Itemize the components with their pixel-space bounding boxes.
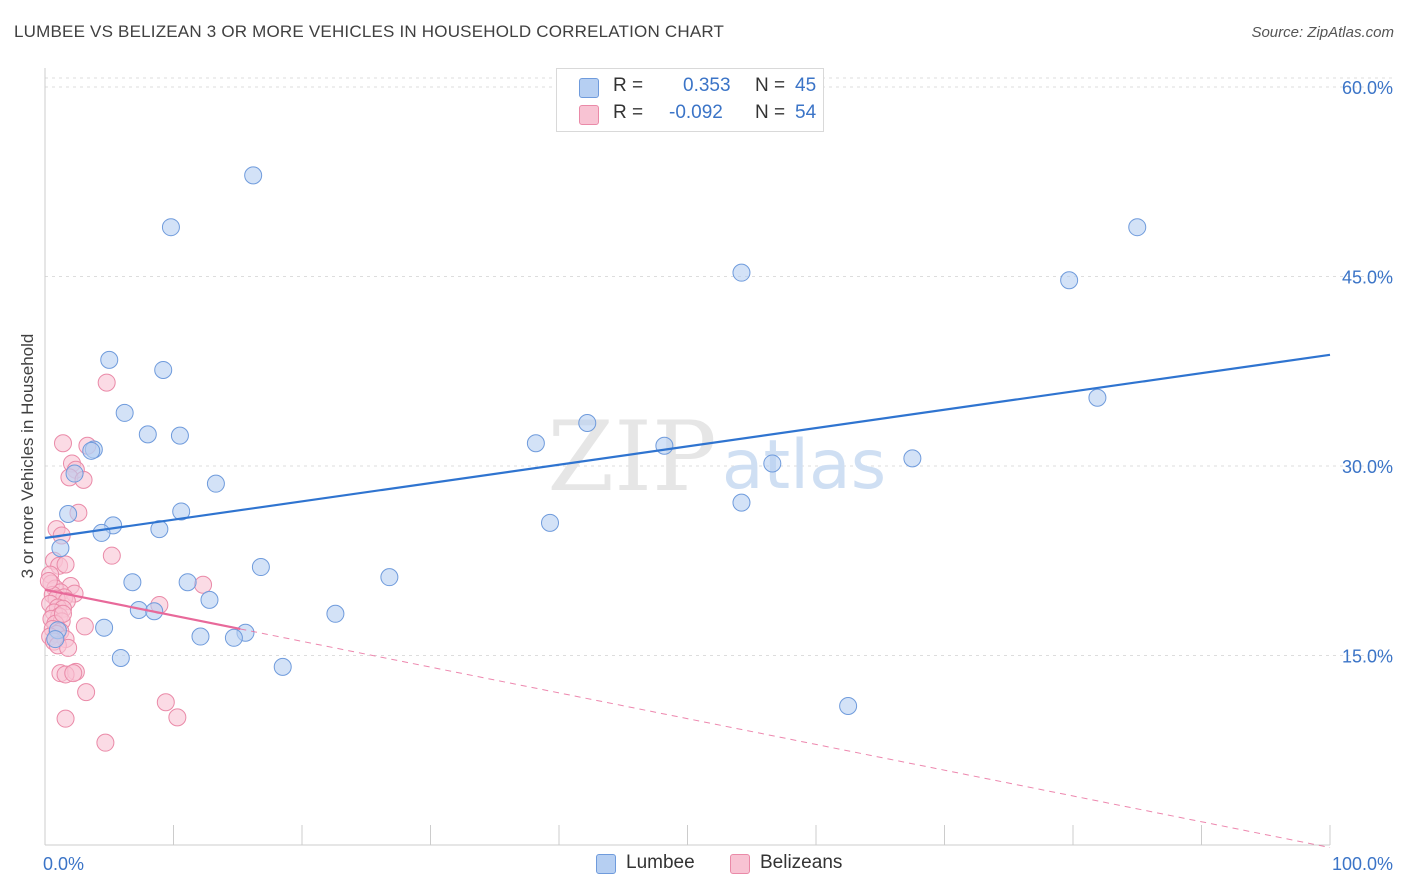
- n-label: N =: [755, 75, 786, 96]
- lumbee-point: [1128, 218, 1147, 237]
- belizeans-point: [56, 709, 75, 728]
- lumbee-point: [178, 573, 197, 592]
- lumbee-point: [244, 166, 263, 185]
- chart-title: LUMBEE VS BELIZEAN 3 OR MORE VEHICLES IN…: [14, 22, 725, 41]
- lumbee-point: [1060, 271, 1079, 290]
- x-tick-label: 100.0%: [1332, 854, 1393, 874]
- belizeans-point: [39, 571, 58, 590]
- belizeans-point: [96, 733, 115, 752]
- lumbee-point: [526, 434, 545, 453]
- lumbee-point: [161, 218, 180, 237]
- lumbee-point: [251, 558, 270, 577]
- lumbee-point: [95, 618, 114, 637]
- lumbee-swatch: [579, 78, 599, 98]
- belizeans-point: [97, 373, 116, 392]
- belizeans-point: [75, 617, 94, 636]
- lumbee-point: [170, 426, 189, 445]
- watermark: ZIP atlas: [547, 401, 886, 513]
- lumbee-point: [46, 630, 65, 649]
- lumbee-point: [191, 627, 210, 646]
- lumbee-trend-line: [44, 353, 1331, 540]
- lumbee-point: [541, 513, 560, 532]
- belizeans-legend-swatch: [730, 854, 750, 874]
- lumbee-legend-swatch: [596, 854, 616, 874]
- y-tick-label: 45.0%: [1342, 267, 1393, 287]
- lumbee-point: [154, 360, 173, 379]
- r-label: R =: [613, 75, 644, 96]
- lumbee-point: [111, 649, 130, 668]
- lumbee-point: [763, 454, 782, 473]
- lumbee-point: [200, 590, 219, 609]
- n-value: 45: [795, 75, 817, 96]
- lumbee-point: [51, 539, 70, 558]
- y-tick-label: 60.0%: [1342, 78, 1393, 98]
- r-value: -0.092: [669, 102, 723, 123]
- n-value: 54: [795, 102, 817, 123]
- lumbee-point: [732, 263, 751, 282]
- grid-layer: [45, 77, 1392, 656]
- lumbee-point: [65, 464, 84, 483]
- lumbee-point: [123, 573, 142, 592]
- lumbee-point: [224, 628, 243, 647]
- x-tick-label: 0.0%: [43, 854, 84, 874]
- axes-layer: [44, 68, 1331, 846]
- watermark-atlas: atlas: [722, 426, 886, 505]
- lumbee-point: [839, 697, 858, 716]
- belizeans-point: [156, 693, 175, 712]
- r-label: R =: [613, 102, 644, 123]
- belizeans-point: [53, 604, 72, 623]
- belizeans-point: [64, 664, 83, 683]
- chart-source: Source: ZipAtlas.com: [1251, 24, 1394, 41]
- lumbee-point: [1088, 388, 1107, 407]
- lumbee-point: [732, 493, 751, 512]
- y-axis-label: 3 or more Vehicles in Household: [18, 334, 37, 579]
- belizeans-point: [56, 555, 75, 574]
- lumbee-point: [578, 414, 597, 433]
- correlation-legend: R = 0.353 N = 45 R = -0.092 N = 54: [556, 68, 824, 132]
- belizeans-point: [168, 708, 187, 727]
- lumbee-point: [82, 441, 101, 460]
- lumbee-point: [380, 568, 399, 587]
- lumbee-point: [59, 504, 78, 523]
- y-tick-label: 15.0%: [1342, 646, 1393, 666]
- points-layer: [39, 166, 1147, 752]
- belizeans-trend-extension: [240, 628, 1331, 849]
- n-label: N =: [755, 102, 786, 123]
- belizeans-trend-line: [44, 588, 241, 631]
- labels-layer: 15.0% 30.0% 45.0% 60.0% 0.0% 100.0% 3 or more …: [18, 78, 1393, 874]
- lumbee-point: [206, 474, 225, 493]
- belizeans-legend-label: Belizeans: [760, 852, 843, 873]
- belizeans-point: [77, 683, 96, 702]
- belizeans-swatch: [579, 105, 599, 125]
- r-value: 0.353: [683, 75, 731, 96]
- lumbee-point: [92, 523, 111, 542]
- belizeans-point: [59, 638, 78, 657]
- lumbee-point: [273, 657, 292, 676]
- belizeans-point: [53, 434, 72, 453]
- lumbee-point: [655, 436, 674, 455]
- belizeans-point: [102, 546, 121, 565]
- trend-layer: [44, 353, 1331, 849]
- lumbee-point: [326, 604, 345, 623]
- lumbee-point: [115, 403, 134, 422]
- watermark-zip: ZIP: [547, 401, 716, 513]
- y-tick-label: 30.0%: [1342, 457, 1393, 477]
- lumbee-point: [903, 449, 922, 468]
- lumbee-legend-label: Lumbee: [626, 852, 695, 873]
- lumbee-point: [138, 425, 157, 444]
- lumbee-point: [172, 502, 191, 521]
- lumbee-point: [100, 350, 119, 369]
- belizeans-point: [194, 575, 213, 594]
